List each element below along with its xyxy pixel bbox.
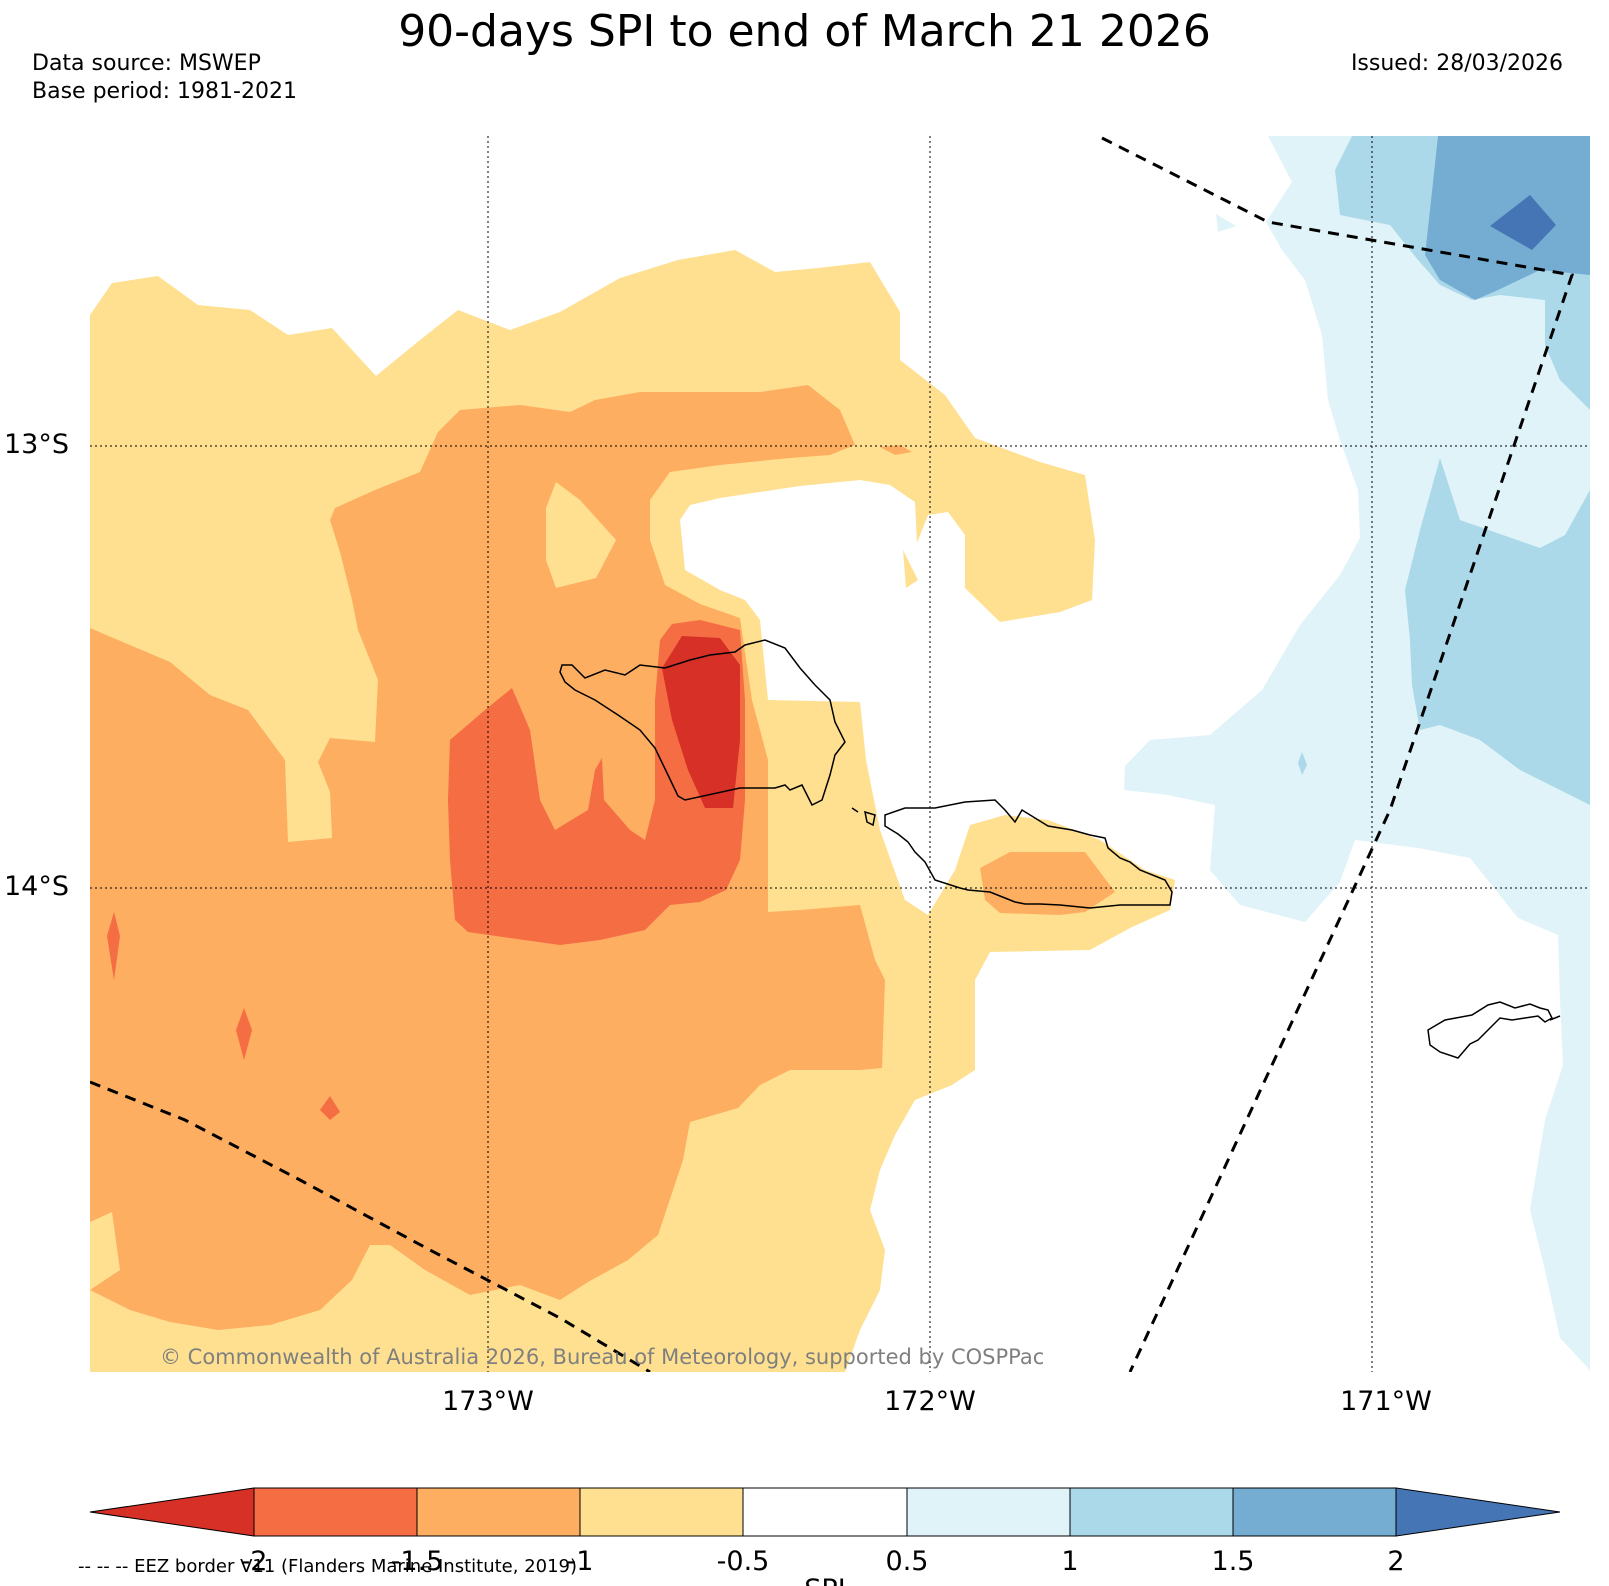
eez-legend-note: -- -- -- EEZ border V11 (Flanders Marine… — [78, 1556, 578, 1577]
spi-region-m1-m05-inner — [546, 482, 616, 588]
eez-borders — [90, 136, 1574, 1372]
lon-label-172w: 172°W — [884, 1386, 976, 1417]
map-title: 90-days SPI to end of March 21 2026 — [398, 6, 1211, 57]
spi-speck-1 — [107, 912, 120, 980]
colorbar-tick: 0.5 — [886, 1546, 929, 1577]
spi-region-m1-m05-dot — [903, 550, 918, 588]
spi-region-p05-p1 — [1124, 136, 1590, 1372]
colorbar-tick: -1.5 — [391, 1546, 444, 1577]
coastline-upolu — [884, 799, 1173, 909]
colorbar-tick: -1 — [567, 1546, 594, 1577]
colorbar-bin-m2-m15 — [253, 1487, 418, 1537]
coastlines — [559, 639, 1561, 1059]
coastline-tutuila — [1427, 1001, 1553, 1059]
spi-speck-p1 — [1298, 752, 1307, 775]
issued-date: Issued: 28/03/2026 — [1350, 51, 1563, 76]
spi-region-gt-2 — [1490, 195, 1556, 250]
coastline-apolima — [851, 807, 859, 813]
spi-speck-3 — [320, 1096, 340, 1120]
metadata-left: Data source: MSWEP Base period: 1981-202… — [32, 50, 297, 106]
spi-region-m15-m1-speck — [880, 445, 912, 455]
colorbar-extend-low — [89, 1487, 255, 1537]
colorbar-tick: 1.5 — [1212, 1546, 1255, 1577]
colorbar: -2 -1.5 -1 -0.5 0.5 1 1.5 2 SPI — [89, 1487, 1561, 1586]
spi-speck-blue — [1216, 214, 1236, 232]
coastline-manono — [864, 810, 876, 827]
colorbar-label: SPI — [804, 1574, 845, 1586]
lat-label-14s: 14°S — [4, 871, 69, 902]
spi-map — [90, 136, 1590, 1372]
copyright-text: © Commonwealth of Australia 2026, Bureau… — [160, 1345, 1044, 1369]
spi-region-p1-p15-lower — [1405, 458, 1590, 805]
lon-label-173w: 173°W — [442, 1386, 534, 1417]
spi-region-m15-m1-east — [980, 852, 1115, 915]
colorbar-bin-m1-m05 — [579, 1487, 744, 1537]
colorbar-tick: 1 — [1061, 1546, 1078, 1577]
colorbar-tick: 2 — [1387, 1546, 1404, 1577]
colorbar-extend-high — [1395, 1487, 1561, 1537]
base-period: Base period: 1981-2021 — [32, 79, 297, 104]
lat-label-13s: 13°S — [4, 429, 69, 460]
gridlines — [90, 136, 1590, 1372]
colorbar-tick: -0.5 — [717, 1546, 770, 1577]
colorbar-bin-m15-m1 — [416, 1487, 581, 1537]
spi-region-lt-m2 — [662, 636, 740, 808]
colorbar-bin-neutral — [742, 1487, 908, 1537]
coastline-aunuu — [1549, 1015, 1561, 1021]
colorbar-bin-p05-p1 — [906, 1487, 1071, 1537]
colorbar-bin-p1-p15 — [1069, 1487, 1234, 1537]
spi-speck-2 — [236, 1008, 252, 1060]
colorbar-tick: -2 — [241, 1546, 268, 1577]
lon-label-171w: 171°W — [1340, 1386, 1432, 1417]
data-source: Data source: MSWEP — [32, 51, 261, 76]
coastline-savaii — [559, 639, 846, 807]
colorbar-bin-p15-p2 — [1232, 1487, 1397, 1537]
